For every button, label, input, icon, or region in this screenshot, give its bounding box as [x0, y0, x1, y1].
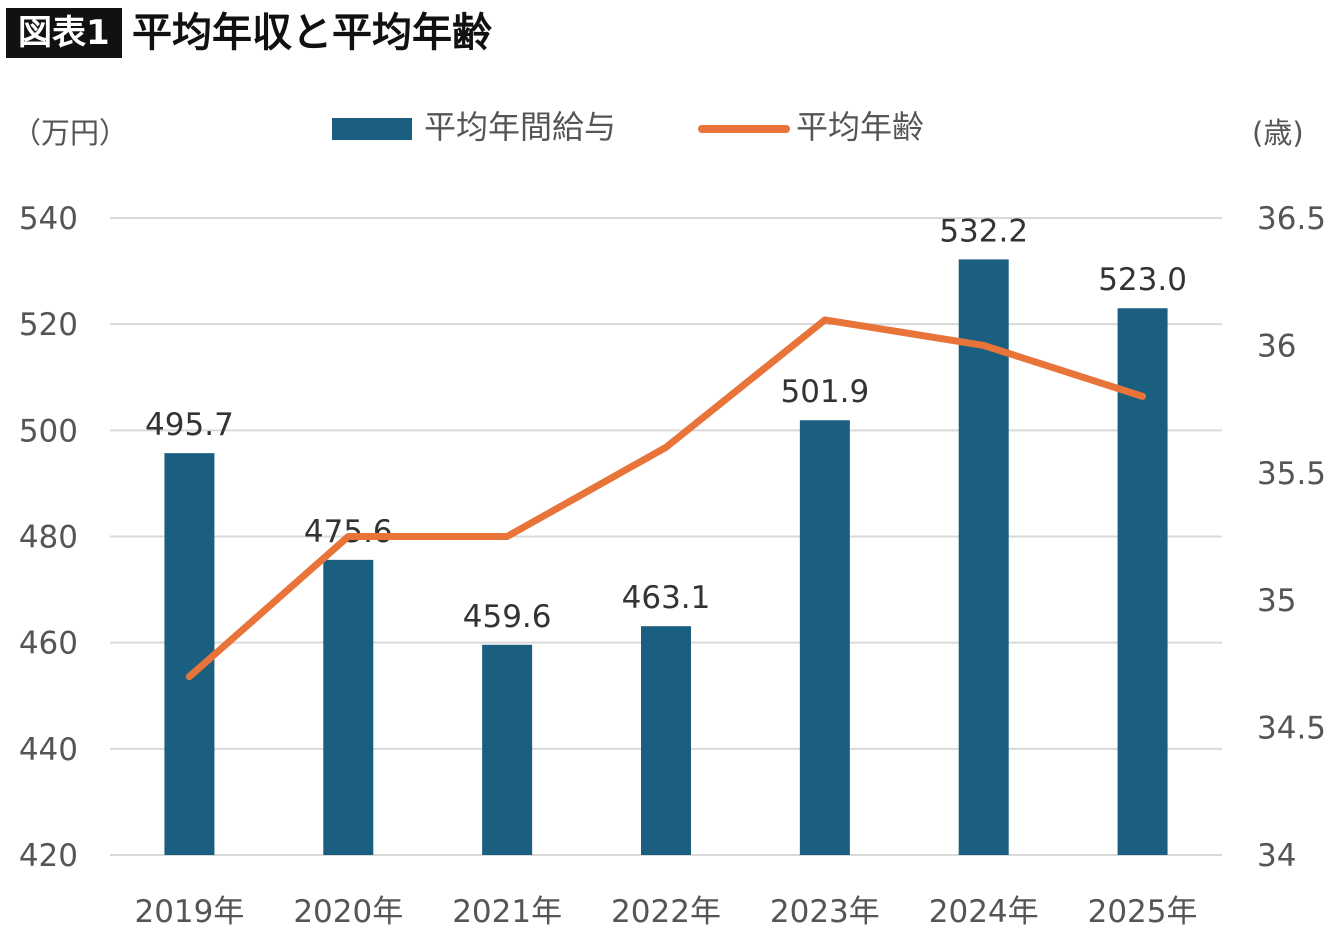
x-tick-label: 2024年	[929, 894, 1039, 930]
right-tick-label: 34	[1257, 838, 1296, 874]
bar-data-label: 459.6	[463, 599, 552, 635]
right-tick-label: 36	[1257, 328, 1296, 364]
right-axis-unit: (歳)	[1252, 116, 1304, 150]
right-tick-label: 35	[1257, 583, 1296, 619]
left-tick-label: 540	[19, 201, 78, 237]
bar-series	[164, 259, 1168, 855]
right-tick-label: 35.5	[1257, 456, 1326, 492]
line-point	[188, 675, 191, 678]
bar-data-label: 463.1	[622, 580, 711, 616]
legend-bar-swatch	[332, 118, 412, 140]
figure-tag: 図表1	[6, 8, 122, 58]
line-point	[347, 535, 350, 538]
left-axis-unit: （万円）	[12, 116, 128, 150]
x-axis-ticks: 2019年 2020年 2021年 2022年 2023年 2024年 2025年	[134, 894, 1197, 930]
figure-title: 平均年収と平均年齢	[132, 10, 492, 56]
left-tick-label: 520	[19, 307, 78, 343]
bar	[482, 644, 533, 855]
legend: 平均年間給与 平均年齢	[332, 108, 924, 146]
bar	[799, 420, 850, 855]
x-tick-label: 2021年	[452, 894, 562, 930]
x-tick-label: 2019年	[134, 894, 244, 930]
x-tick-label: 2025年	[1088, 894, 1198, 930]
right-tick-label: 36.5	[1257, 201, 1326, 237]
bar	[164, 453, 215, 855]
bar	[323, 559, 374, 855]
left-tick-label: 440	[19, 732, 78, 768]
line-point	[982, 344, 985, 347]
legend-line-label: 平均年齢	[796, 108, 924, 146]
x-tick-label: 2020年	[293, 894, 403, 930]
bar-data-label: 495.7	[145, 407, 234, 443]
bar-data-label: 475.6	[304, 514, 393, 550]
right-tick-label: 34.5	[1257, 711, 1326, 747]
left-tick-label: 460	[19, 626, 78, 662]
bar-data-label: 532.2	[939, 213, 1028, 249]
left-tick-label: 480	[19, 520, 78, 556]
line-series	[185, 316, 1147, 681]
bar-data-label: 523.0	[1098, 262, 1187, 298]
right-axis-ticks: 34 34.5 35 35.5 36 36.5	[1257, 201, 1326, 874]
line-point	[1141, 395, 1144, 398]
bar	[958, 259, 1009, 855]
bar	[641, 626, 691, 855]
legend-bar-label: 平均年間給与	[424, 108, 616, 146]
line-point	[506, 535, 509, 538]
left-tick-label: 420	[19, 838, 78, 874]
left-tick-label: 500	[19, 413, 78, 449]
left-axis-ticks: 420 440 460 480 500 520 540	[19, 201, 78, 874]
bar-data-labels: 495.7 475.6 459.6 463.1 501.9 532.2 523.0	[145, 213, 1187, 634]
x-tick-label: 2022年	[611, 894, 721, 930]
x-tick-label: 2023年	[770, 894, 880, 930]
line-point	[665, 446, 667, 449]
bar-data-label: 501.9	[780, 374, 869, 410]
line-point	[823, 318, 826, 321]
